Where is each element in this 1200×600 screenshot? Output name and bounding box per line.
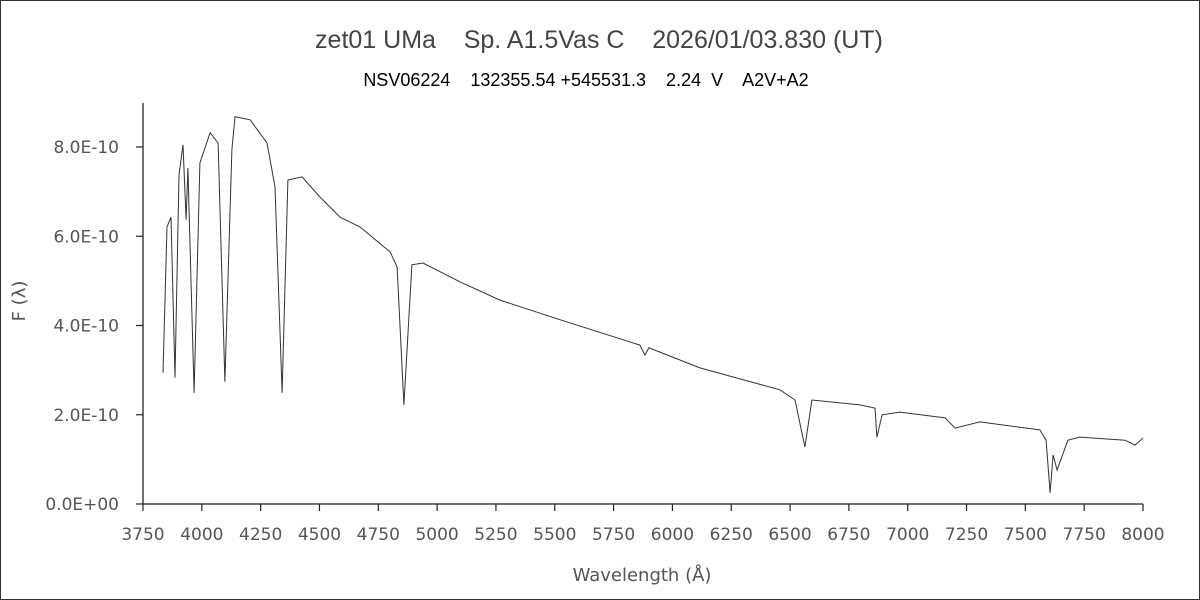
- x-tick-label: 6250: [710, 525, 753, 545]
- y-tick-label: 4.0E-10: [53, 317, 119, 337]
- x-tick-label: 4750: [357, 525, 400, 545]
- chart-subtitle: NSV06224 132355.54 +545531.3 2.24 V A2V+…: [363, 70, 808, 90]
- x-tick-label: 7750: [1063, 525, 1106, 545]
- x-tick-label: 4500: [298, 525, 341, 545]
- x-tick-label: 5750: [592, 525, 635, 545]
- x-tick-label: 7000: [886, 525, 929, 545]
- x-tick-label: 7250: [945, 525, 988, 545]
- chart-title: zet01 UMa Sp. A1.5Vas C 2026/01/03.830 (…: [315, 26, 883, 54]
- x-axis-label: Wavelength (Å): [573, 564, 712, 586]
- spectrum-line: [162, 116, 1144, 493]
- x-tick-label: 5000: [415, 525, 458, 545]
- y-tick-label: 0.0E+00: [45, 495, 119, 515]
- x-tick-label: 8000: [1121, 525, 1164, 545]
- y-axis-label: F (λ): [9, 281, 30, 322]
- x-tick-label: 4250: [239, 525, 282, 545]
- y-tick-label: 8.0E-10: [53, 138, 119, 158]
- x-tick-label: 6750: [827, 525, 870, 545]
- x-tick-label: 4000: [180, 525, 223, 545]
- x-tick-label: 6000: [651, 525, 694, 545]
- x-tick-label: 5500: [533, 525, 576, 545]
- y-tick-label: 2.0E-10: [53, 406, 119, 426]
- y-tick-label: 6.0E-10: [53, 227, 119, 247]
- x-tick-label: 5250: [474, 525, 517, 545]
- x-tick-label: 3750: [121, 525, 164, 545]
- x-tick-label: 7500: [1004, 525, 1047, 545]
- x-tick-label: 6500: [768, 525, 811, 545]
